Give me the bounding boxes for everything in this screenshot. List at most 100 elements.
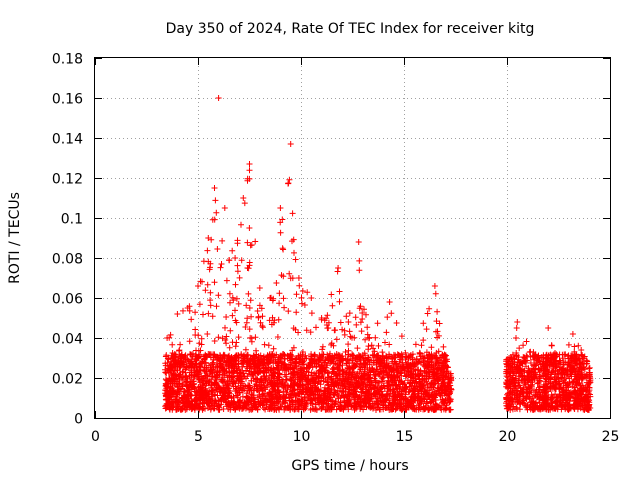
data-point — [426, 361, 433, 368]
data-point — [236, 274, 243, 281]
data-point — [423, 349, 430, 356]
data-point — [230, 373, 237, 380]
data-point — [176, 347, 183, 354]
data-point — [535, 387, 542, 394]
data-point — [290, 382, 297, 389]
data-point — [362, 352, 368, 359]
data-point — [315, 378, 322, 385]
data-point — [332, 398, 339, 405]
data-point — [291, 249, 297, 256]
data-point — [242, 346, 249, 353]
data-point — [221, 367, 228, 374]
data-point — [241, 357, 248, 364]
data-point — [392, 353, 399, 360]
data-point — [583, 360, 590, 367]
data-point — [513, 335, 519, 341]
data-point — [309, 356, 315, 363]
data-point — [168, 375, 175, 382]
data-point — [436, 362, 443, 369]
data-point — [303, 388, 310, 395]
data-point — [209, 313, 216, 320]
data-point — [211, 338, 218, 344]
data-point — [277, 205, 284, 211]
data-point — [569, 352, 576, 359]
data-point — [389, 355, 396, 362]
data-point — [295, 397, 302, 404]
data-point — [304, 289, 311, 296]
data-point — [561, 395, 568, 402]
data-point — [337, 319, 344, 326]
data-point — [431, 381, 438, 387]
data-point — [254, 358, 261, 365]
data-point — [306, 392, 313, 399]
data-point — [217, 360, 224, 367]
data-point — [188, 367, 195, 374]
data-point — [383, 329, 390, 336]
data-point — [169, 341, 176, 348]
data-point — [371, 352, 378, 358]
data-point — [278, 376, 285, 383]
data-point — [548, 404, 555, 411]
data-point — [446, 395, 453, 402]
data-point — [405, 402, 411, 409]
data-point — [163, 404, 170, 411]
data-point — [559, 351, 566, 358]
data-point — [217, 264, 224, 271]
data-point — [367, 404, 374, 411]
data-point — [240, 195, 247, 201]
data-point — [202, 392, 209, 399]
data-point — [263, 398, 270, 405]
data-point — [321, 359, 328, 366]
data-point — [178, 358, 185, 365]
data-point — [339, 382, 346, 389]
data-point — [338, 404, 345, 411]
data-point — [223, 340, 230, 347]
data-point — [506, 355, 513, 361]
data-point — [414, 394, 421, 401]
data-point — [318, 355, 325, 362]
data-point — [534, 355, 541, 361]
data-point — [556, 380, 563, 387]
data-point — [424, 310, 431, 317]
data-point — [544, 402, 551, 409]
data-point — [223, 277, 230, 284]
x-tick-label: 10 — [293, 429, 311, 445]
data-point — [207, 406, 214, 413]
data-point — [557, 399, 564, 406]
data-point — [246, 225, 253, 231]
data-point — [205, 379, 212, 386]
data-point — [242, 353, 249, 360]
data-point — [542, 395, 549, 402]
data-point — [249, 357, 255, 363]
data-point — [550, 360, 557, 367]
data-point — [280, 295, 287, 302]
data-point — [439, 378, 446, 385]
data-point — [192, 309, 199, 316]
data-point — [385, 388, 392, 395]
data-point — [382, 364, 389, 371]
data-point — [342, 369, 349, 376]
data-point — [373, 407, 379, 413]
data-point — [173, 381, 179, 387]
data-point — [569, 331, 576, 337]
data-point — [270, 372, 276, 379]
data-point — [195, 283, 201, 289]
data-point — [558, 374, 565, 381]
data-point — [371, 400, 378, 407]
data-point — [412, 406, 419, 413]
data-point — [437, 366, 443, 373]
data-point — [244, 404, 251, 410]
data-point — [328, 291, 335, 298]
data-point — [222, 324, 228, 331]
data-point — [251, 364, 258, 371]
data-point — [418, 398, 425, 405]
data-point — [260, 355, 266, 362]
data-point — [209, 402, 216, 409]
data-point — [258, 377, 265, 384]
data-point — [584, 385, 591, 391]
data-point — [287, 366, 294, 373]
data-point — [311, 351, 318, 358]
data-point — [299, 382, 306, 389]
data-point — [279, 216, 286, 223]
data-point — [291, 371, 298, 378]
